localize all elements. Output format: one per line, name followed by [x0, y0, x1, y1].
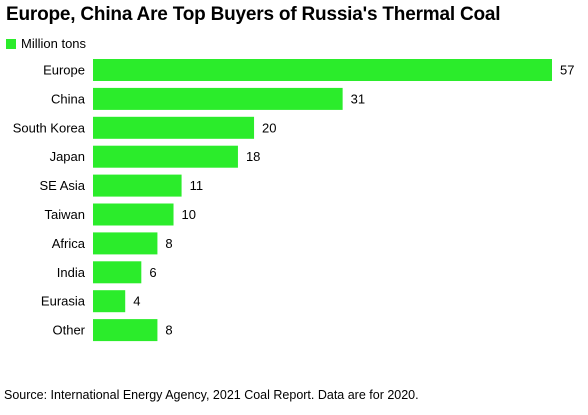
category-label: Taiwan	[45, 207, 85, 222]
source-note: Source: International Energy Agency, 202…	[4, 388, 419, 402]
data-label: 31	[351, 91, 365, 106]
bar	[93, 116, 255, 139]
data-label: 8	[165, 236, 172, 251]
data-label: 11	[190, 178, 204, 193]
bar	[93, 174, 182, 197]
legend: Million tons	[6, 36, 86, 51]
category-label: China	[51, 91, 86, 106]
category-label: South Korea	[13, 120, 86, 135]
data-label: 10	[182, 207, 196, 222]
bar	[93, 59, 552, 81]
data-label: 18	[246, 149, 260, 164]
category-label: Africa	[52, 236, 86, 251]
data-label: 20	[262, 120, 276, 135]
data-label: 57	[560, 63, 574, 78]
category-label: Other	[52, 323, 85, 338]
legend-label: Million tons	[21, 36, 87, 51]
category-label: Eurasia	[41, 294, 86, 309]
legend-swatch	[6, 38, 16, 49]
bar-chart: Europe 57 China 31 South Korea 20 Japan 18 SE As…	[13, 59, 574, 342]
bar	[93, 232, 158, 255]
bar	[93, 145, 238, 168]
data-label: 4	[133, 294, 140, 309]
category-label: SE Asia	[39, 178, 85, 193]
data-label: 8	[165, 323, 172, 338]
bar	[93, 203, 174, 226]
bar	[93, 87, 343, 110]
bar	[93, 290, 126, 313]
category-label: Europe	[43, 63, 85, 78]
chart-title: Europe, China Are Top Buyers of Russia's…	[6, 4, 501, 25]
category-label: Japan	[50, 149, 85, 164]
data-label: 6	[149, 265, 156, 280]
bar	[93, 319, 158, 342]
category-label: India	[57, 265, 86, 280]
bar	[93, 261, 142, 284]
